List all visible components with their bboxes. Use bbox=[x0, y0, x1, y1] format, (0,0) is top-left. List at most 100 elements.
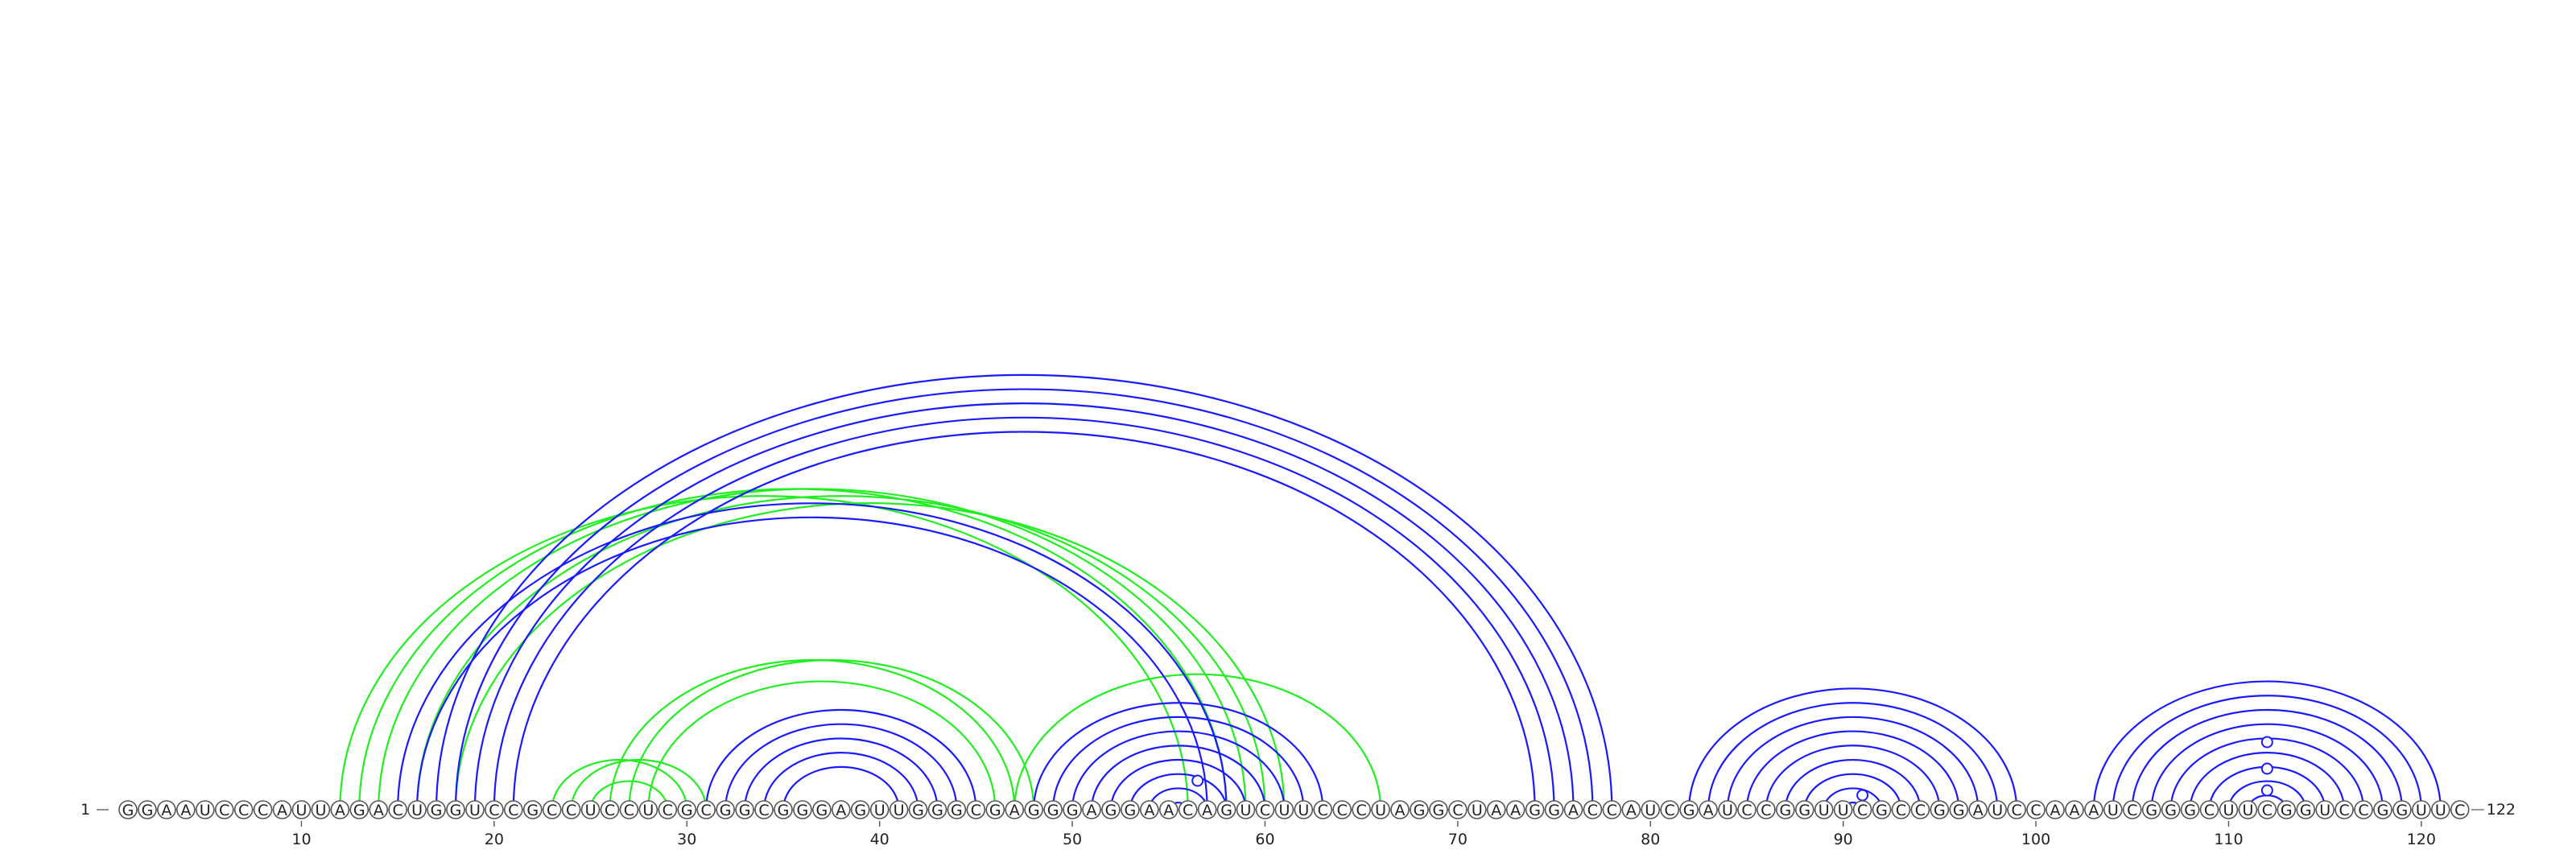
tick-label: 90 bbox=[1834, 831, 1853, 848]
nucleotide: G bbox=[1794, 800, 1814, 819]
nucleotide: G bbox=[1872, 800, 1892, 819]
nucleotide-letter: U bbox=[315, 802, 326, 819]
nucleotide: U bbox=[465, 800, 485, 819]
nucleotide-circle bbox=[985, 800, 1005, 819]
nucleotide: G bbox=[1121, 800, 1140, 819]
nucleotide-circle bbox=[1448, 800, 1468, 819]
nucleotide: C bbox=[503, 800, 523, 819]
nucleotide-letter: C bbox=[1452, 802, 1463, 819]
nucleotide-circle bbox=[542, 800, 562, 819]
nucleotide: G bbox=[985, 800, 1005, 819]
nucleotide-letter: C bbox=[758, 802, 769, 819]
nucleotide: U bbox=[195, 800, 215, 819]
arcs-layer bbox=[339, 373, 2442, 811]
blue-pair-arc bbox=[2131, 708, 2404, 811]
blue-pair-arc bbox=[1129, 773, 1228, 811]
blue-pair-arc bbox=[1071, 730, 1286, 811]
nucleotide: C bbox=[1178, 800, 1198, 819]
nucleotide-letter: G bbox=[931, 802, 943, 819]
blue-pair-arc bbox=[454, 388, 1594, 811]
nucleotide-circle bbox=[947, 800, 967, 819]
nucleotide: G bbox=[2141, 800, 2161, 819]
nucleotide: A bbox=[1968, 800, 1988, 819]
nucleotide-letter: U bbox=[1722, 802, 1733, 819]
blue-pair-arc bbox=[1090, 745, 1266, 811]
nucleotide-letter: C bbox=[566, 802, 576, 819]
nucleotide-circle bbox=[2199, 800, 2219, 819]
nucleotide-letter: C bbox=[1896, 802, 1906, 819]
nucleotide-letter: A bbox=[1491, 802, 1501, 819]
nucleotide: U bbox=[1641, 800, 1661, 819]
nucleotide: G bbox=[2277, 800, 2297, 819]
nucleotide-circle bbox=[427, 800, 446, 819]
nucleotide-letter: C bbox=[1260, 802, 1270, 819]
nucleotide-circle bbox=[1833, 800, 1853, 819]
nucleotide-letter: A bbox=[1973, 802, 1984, 819]
blue-pair-arc bbox=[473, 402, 1575, 811]
nucleotide-circle bbox=[157, 800, 176, 819]
nucleotide-letter: C bbox=[2454, 802, 2465, 819]
nucleotide: G bbox=[1063, 800, 1082, 819]
green-pair-arc bbox=[589, 780, 669, 811]
nucleotide: U bbox=[1236, 800, 1256, 819]
nucleotide-letter: C bbox=[1761, 802, 1771, 819]
nucleotide: G bbox=[1525, 800, 1545, 819]
nucleotide-letter: C bbox=[971, 802, 981, 819]
nucleotide-circle bbox=[677, 800, 697, 819]
nucleotide-circle bbox=[869, 800, 890, 819]
nucleotide: G bbox=[735, 800, 754, 819]
nucleotide-circle bbox=[1294, 800, 1314, 819]
green-pair-arc bbox=[378, 488, 1247, 811]
nucleotide: C bbox=[600, 800, 620, 819]
nucleotide-circle bbox=[1872, 800, 1892, 819]
nucleotide: C bbox=[2257, 800, 2277, 819]
blue-pair-arc bbox=[416, 516, 1208, 811]
nucleotide-letter: A bbox=[277, 802, 287, 819]
nucleotide-letter: U bbox=[200, 802, 211, 819]
nucleotide-letter: G bbox=[2281, 802, 2293, 819]
nucleotide-circle bbox=[272, 800, 292, 819]
nucleotide-circle bbox=[2122, 800, 2142, 819]
blue-pair-arc bbox=[2150, 723, 2384, 811]
nucleotide-circle bbox=[1005, 800, 1025, 819]
blue-pair-arc bbox=[762, 752, 919, 811]
nucleotide-letter: U bbox=[295, 802, 307, 819]
nucleotide: G bbox=[446, 800, 465, 819]
nucleotide-circle bbox=[2392, 800, 2412, 819]
nucleotide: C bbox=[1448, 800, 1468, 819]
nucleotide-circle bbox=[2412, 800, 2431, 819]
nucleotide-letter: C bbox=[2358, 802, 2368, 819]
nucleotide-letter: C bbox=[1356, 802, 1367, 819]
nucleotide-circle bbox=[774, 800, 793, 819]
nucleotide-circle bbox=[793, 800, 812, 819]
tick-label: 100 bbox=[2021, 831, 2050, 848]
nucleotide: G bbox=[1544, 800, 1564, 819]
nucleotide: G bbox=[1101, 800, 1121, 819]
blue-pair-arc bbox=[782, 765, 900, 811]
nucleotide: C bbox=[253, 800, 273, 819]
nucleotide-letter: G bbox=[2184, 802, 2196, 819]
nucleotide-letter: G bbox=[450, 802, 462, 819]
nucleotide-letter: C bbox=[1915, 802, 1926, 819]
nucleotide-circle bbox=[638, 800, 658, 819]
tick-label: 10 bbox=[291, 831, 311, 848]
nucleotide-letter: C bbox=[1741, 802, 1752, 819]
nucleotide: A bbox=[1563, 800, 1583, 819]
nucleotide-letter: G bbox=[2377, 802, 2389, 819]
nucleotide: C bbox=[1352, 800, 1371, 819]
nucleotide-circle bbox=[138, 800, 157, 819]
nucleotide-circle bbox=[696, 800, 716, 819]
blue-pair-arc bbox=[512, 431, 1536, 811]
nucleotide-circle bbox=[522, 800, 543, 819]
nucleotide-circle bbox=[1468, 800, 1487, 819]
nucleotide-letter: U bbox=[1992, 802, 2003, 819]
nucleotide: C bbox=[619, 800, 639, 819]
nucleotide-circle bbox=[330, 800, 350, 819]
nucleotide: C bbox=[966, 800, 986, 819]
nucleotide-letter: U bbox=[1278, 802, 1290, 819]
nucleotide: A bbox=[1197, 800, 1217, 819]
nucleotide-letter: C bbox=[2339, 802, 2349, 819]
nucleotide-circle bbox=[214, 800, 234, 819]
nucleotide-letter: U bbox=[894, 802, 905, 819]
nucleotide-circle bbox=[812, 800, 832, 819]
